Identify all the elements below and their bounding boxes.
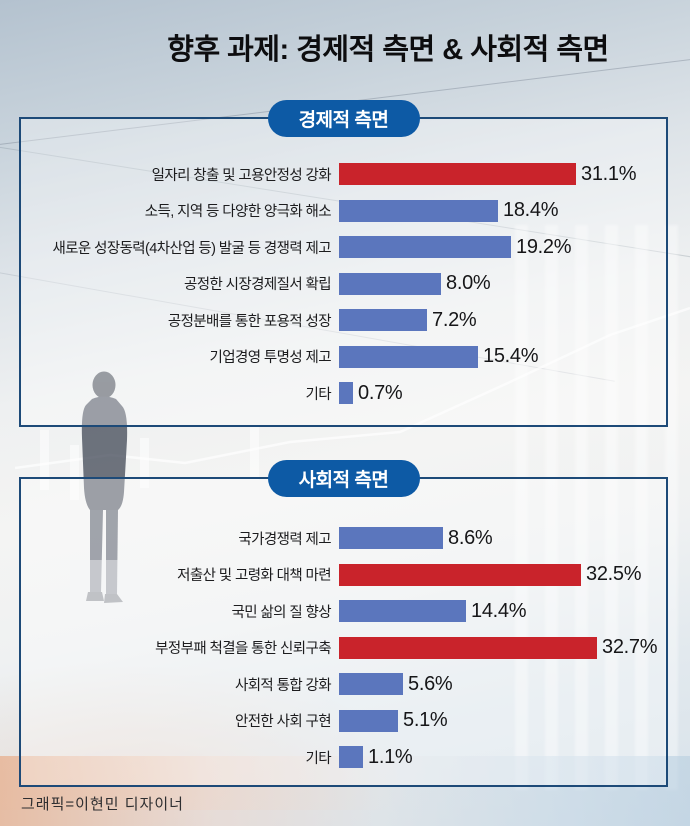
- chart-rows-social: 국가경쟁력 제고 8.6% 저출산 및 고령화 대책 마련 32.5% 국민 삶의 질 …: [21, 520, 666, 776]
- chart-row: 부정부패 척결을 통한 신뢰구축 32.7%: [21, 630, 666, 667]
- category-label: 저출산 및 고령화 대책 마련: [177, 568, 331, 585]
- chart-row: 기업경영 투명성 제고 15.4%: [21, 339, 666, 376]
- bar: [339, 236, 511, 259]
- value-label: 15.4%: [483, 345, 539, 368]
- value-label: 8.0%: [446, 272, 491, 295]
- chart-row: 소득, 지역 등 다양한 양극화 해소 18.4%: [21, 193, 666, 230]
- bar: [339, 345, 478, 368]
- category-label: 기타: [305, 386, 332, 403]
- chart-row: 국민 삶의 질 향상 14.4%: [21, 593, 666, 630]
- category-label: 국민 삶의 질 향상: [231, 604, 332, 621]
- section-social: 사회적 측면 국가경쟁력 제고 8.6% 저출산 및 고령화 대책 마련 32.5% 국…: [19, 460, 668, 787]
- chart-rows-economic: 일자리 창출 및 고용안정성 강화 31.1% 소득, 지역 등 다양한 양극화 해…: [21, 156, 666, 412]
- value-label: 31.1%: [581, 162, 637, 185]
- section-badge-economic: 경제적 측면: [267, 100, 420, 137]
- value-label: 8.6%: [448, 526, 493, 549]
- chart-row: 기타 1.1%: [21, 739, 666, 776]
- chart-row: 사회적 통합 강화 5.6%: [21, 666, 666, 703]
- value-label: 19.2%: [516, 235, 572, 258]
- category-label: 안전한 사회 구현: [234, 714, 332, 731]
- chart-row: 저출산 및 고령화 대책 마련 32.5%: [21, 557, 666, 594]
- category-label: 공정분배를 통한 포용적 성장: [167, 313, 332, 330]
- category-label: 새로운 성장동력(4차산업 등) 발굴 등 경쟁력 제고: [52, 240, 331, 257]
- category-label: 기업경영 투명성 제고: [209, 350, 331, 367]
- category-label: 사회적 통합 강화: [234, 677, 332, 694]
- candlestick-chart-glow: [515, 225, 690, 790]
- section-economic: 경제적 측면 일자리 창출 및 고용안정성 강화 31.1% 소득, 지역 등 다양…: [19, 100, 668, 427]
- bar-highlight: [339, 163, 576, 186]
- bar: [339, 527, 443, 550]
- value-label: 32.7%: [602, 636, 658, 659]
- value-label: 1.1%: [368, 745, 413, 768]
- category-label: 소득, 지역 등 다양한 양극화 해소: [144, 204, 332, 221]
- value-label: 32.5%: [586, 563, 642, 586]
- chart-row: 공정분배를 통한 포용적 성장 7.2%: [21, 302, 666, 339]
- value-label: 0.7%: [358, 381, 403, 404]
- category-label: 일자리 창출 및 고용안정성 강화: [151, 167, 332, 184]
- category-label: 국가경쟁력 제고: [238, 531, 331, 548]
- chart-row: 일자리 창출 및 고용안정성 강화 31.1%: [21, 156, 666, 193]
- page-title: 향후 과제: 경제적 측면 & 사회적 측면: [167, 34, 609, 66]
- bar: [339, 709, 398, 732]
- chart-row: 공정한 시장경제질서 확립 8.0%: [21, 266, 666, 303]
- category-label: 공정한 시장경제질서 확립: [184, 277, 332, 294]
- section-badge-social: 사회적 측면: [267, 460, 420, 497]
- bar: [339, 746, 363, 769]
- value-label: 5.6%: [408, 672, 453, 695]
- bar: [339, 600, 466, 623]
- chart-row: 기타 0.7%: [21, 375, 666, 412]
- bar: [339, 382, 353, 405]
- chart-row: 국가경쟁력 제고 8.6%: [21, 520, 666, 557]
- category-label: 기타: [305, 750, 332, 767]
- value-label: 18.4%: [503, 199, 559, 222]
- bar: [339, 673, 403, 696]
- category-label: 부정부패 척결을 통한 신뢰구축: [155, 641, 332, 658]
- value-label: 7.2%: [432, 308, 477, 331]
- bar-highlight: [339, 636, 597, 659]
- bar: [339, 199, 498, 222]
- value-label: 5.1%: [403, 709, 448, 732]
- value-label: 14.4%: [471, 599, 527, 622]
- bar: [339, 272, 441, 295]
- bar-highlight: [339, 563, 581, 586]
- chart-row: 새로운 성장동력(4차산업 등) 발굴 등 경쟁력 제고 19.2%: [21, 229, 666, 266]
- graphic-credit: 그래픽=이현민 디자이너: [21, 796, 184, 813]
- bar: [339, 309, 427, 332]
- chart-row: 안전한 사회 구현 5.1%: [21, 703, 666, 740]
